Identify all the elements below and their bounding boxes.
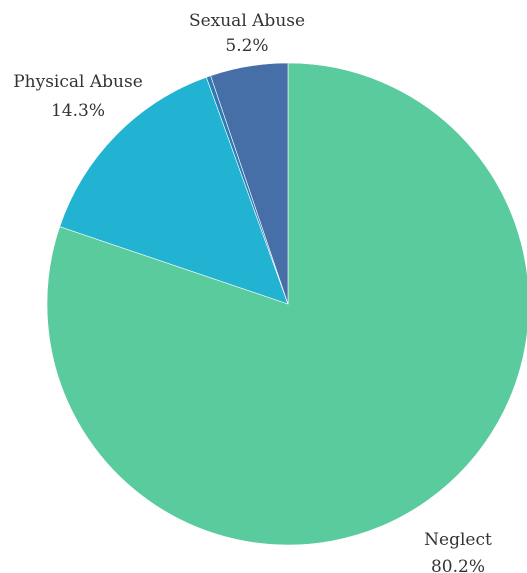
slice-label-sexual-abuse: Sexual Abuse <box>189 11 305 31</box>
pie-slice-sexual-abuse <box>210 62 289 305</box>
slice-value-sexual-abuse: 5.2% <box>225 36 268 56</box>
slice-label-physical-abuse: Physical Abuse <box>13 72 143 92</box>
slice-value-physical-abuse: 14.3% <box>51 101 105 121</box>
pie-slice-physical-abuse <box>59 76 289 305</box>
slice-value-neglect: 80.2% <box>431 557 485 573</box>
pie-labels: Neglect 80.2% Physical Abuse 14.3% Sexual Ab… <box>13 11 492 573</box>
pie-slices <box>46 62 527 546</box>
slice-label-neglect: Neglect <box>424 530 492 550</box>
